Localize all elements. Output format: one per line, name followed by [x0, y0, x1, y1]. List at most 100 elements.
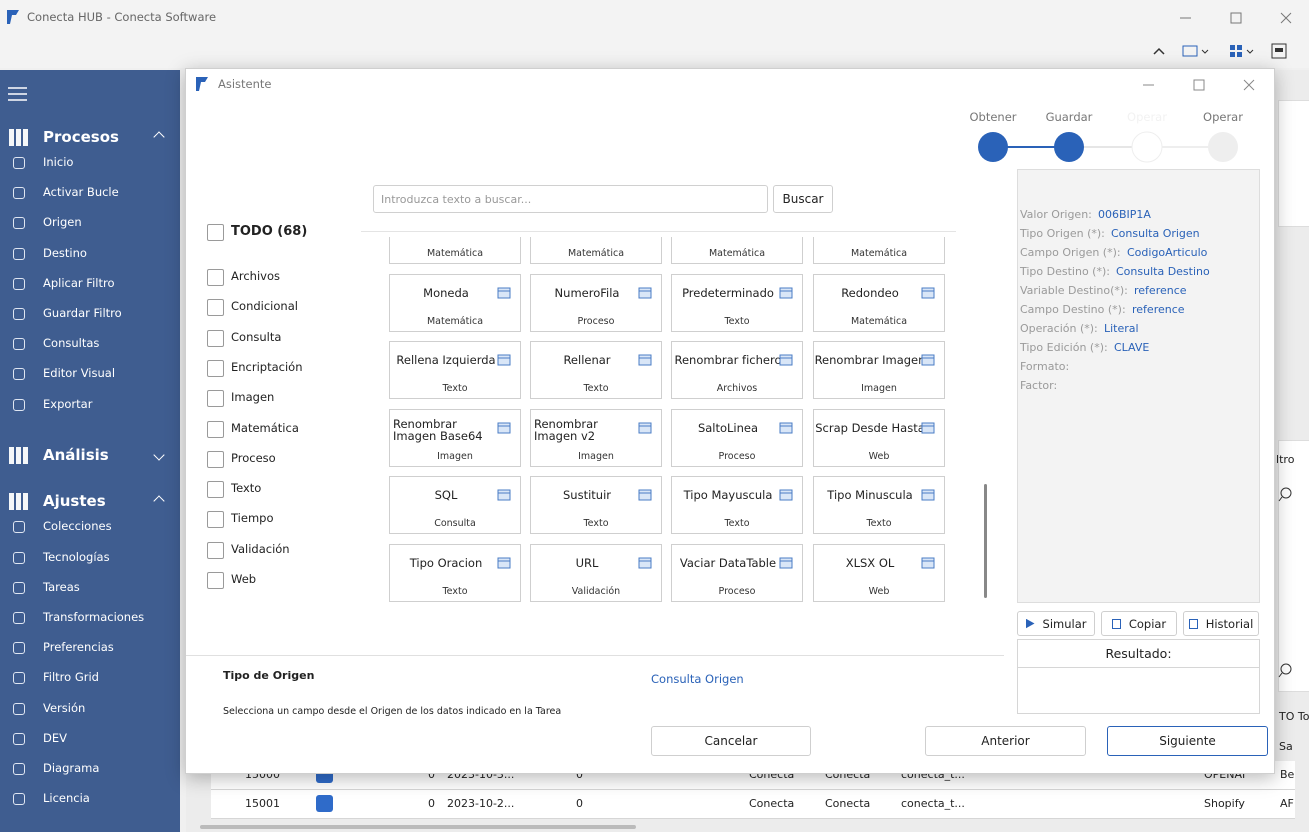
action-button[interactable]: Anterior: [925, 726, 1086, 756]
function-card[interactable]: Predeterminado Texto: [671, 273, 803, 332]
checkbox[interactable]: [207, 450, 224, 468]
menu-item[interactable]: Aplicar Filtro: [43, 275, 115, 290]
filter-category[interactable]: Encriptación: [231, 359, 303, 374]
function-card[interactable]: Tipo Minuscula Texto: [813, 476, 945, 534]
function-card[interactable]: Renombrar Imagen Base64 Imagen: [389, 408, 521, 467]
menu-item[interactable]: Tareas: [43, 579, 80, 594]
menu-item[interactable]: Consultas: [43, 336, 100, 351]
bg-cell: Conecta: [825, 797, 871, 810]
checkbox[interactable]: [207, 511, 224, 529]
function-card[interactable]: Renombrar fichero Archivos: [671, 341, 803, 399]
function-card[interactable]: Tipo Oracion Texto: [389, 543, 521, 602]
item-icon: [13, 247, 25, 260]
checkbox[interactable]: [207, 269, 224, 286]
function-card[interactable]: Rellenar Texto: [530, 341, 662, 399]
search-button[interactable]: Buscar: [773, 185, 833, 213]
filter-category[interactable]: Condicional: [231, 299, 298, 314]
card-category: Texto: [583, 383, 609, 394]
function-card[interactable]: SaltoLinea Proceso: [671, 408, 803, 467]
menu-item[interactable]: Activar Bucle: [43, 185, 119, 200]
filter-category[interactable]: Web: [231, 572, 257, 586]
checkbox[interactable]: [207, 299, 224, 317]
filter-all[interactable]: TODO (68): [231, 224, 308, 239]
menu-item[interactable]: Editor Visual: [43, 366, 116, 381]
menu-toggle[interactable]: [8, 87, 28, 101]
function-card[interactable]: Rellena Izquierda Texto: [389, 341, 521, 399]
section-chevron[interactable]: [153, 495, 165, 507]
card-icon: [497, 422, 511, 433]
grid-scrollbar[interactable]: [984, 484, 987, 598]
dialog-controls[interactable]: [1136, 75, 1266, 95]
function-card[interactable]: Vaciar DataTable Proceso: [671, 543, 803, 602]
bg-scrollbar[interactable]: [200, 825, 636, 829]
menu-item[interactable]: Destino: [43, 245, 87, 260]
menu-item[interactable]: Transformaciones: [43, 609, 145, 624]
menu-item[interactable]: Colecciones: [43, 519, 112, 534]
filter-category[interactable]: Tiempo: [231, 511, 274, 526]
function-card[interactable]: Redondeo Matemática: [813, 273, 945, 332]
function-card[interactable]: Tipo Mayuscula Texto: [671, 476, 803, 534]
function-card[interactable]: Renombrar Imagen v2 Imagen: [530, 408, 662, 467]
menu-item[interactable]: Filtro Grid: [43, 670, 99, 685]
footer-label: Tipo de Origen: [223, 669, 315, 682]
bg-search-icon[interactable]: [1278, 661, 1298, 681]
tool-button[interactable]: Copiar: [1101, 611, 1177, 636]
menu-item[interactable]: Inicio: [43, 155, 74, 169]
section-chevron[interactable]: [153, 449, 165, 461]
filter-category[interactable]: Validación: [231, 541, 290, 556]
function-card[interactable]: Matemática: [671, 237, 803, 264]
search-input[interactable]: Introduzca texto a buscar...: [373, 185, 768, 213]
checkbox[interactable]: [207, 329, 224, 347]
section-title[interactable]: Análisis: [43, 446, 109, 465]
function-card[interactable]: Matemática: [530, 237, 662, 264]
checkbox[interactable]: [207, 481, 224, 499]
action-button[interactable]: Siguiente: [1107, 726, 1268, 756]
menu-item[interactable]: Preferencias: [43, 640, 114, 655]
detail-label: Variable Destino(*):: [1020, 284, 1128, 297]
window-controls[interactable]: [1170, 8, 1300, 28]
item-icon: [13, 732, 25, 745]
filter-category[interactable]: Proceso: [231, 450, 276, 465]
dialog-title: Asistente: [218, 77, 272, 91]
filter-category[interactable]: Matemática: [231, 420, 299, 435]
checkbox[interactable]: [207, 390, 224, 408]
function-card[interactable]: SQL Consulta: [389, 476, 521, 534]
function-card[interactable]: XLSX OL Web: [813, 543, 945, 602]
step-label: Operar: [1127, 110, 1167, 124]
checkbox[interactable]: [207, 420, 224, 438]
menu-item[interactable]: Licencia: [43, 791, 90, 806]
section-chevron[interactable]: [153, 131, 165, 143]
function-card[interactable]: Scrap Desde Hasta Web: [813, 408, 945, 467]
checkbox[interactable]: [207, 541, 224, 559]
bg-search-icon[interactable]: [1278, 485, 1298, 505]
bg-label: TO To: [1279, 710, 1309, 723]
function-card[interactable]: Renombrar Imagen Imagen: [813, 341, 945, 399]
menu-item[interactable]: Origen: [43, 215, 82, 230]
menu-item[interactable]: Diagrama: [43, 760, 100, 775]
function-card[interactable]: Moneda Matemática: [389, 273, 521, 332]
menu-item[interactable]: Exportar: [43, 396, 93, 411]
function-card[interactable]: NumeroFila Proceso: [530, 273, 662, 332]
function-card[interactable]: Sustituir Texto: [530, 476, 662, 534]
section-title[interactable]: Ajustes: [43, 492, 106, 511]
function-card[interactable]: URL Validación: [530, 543, 662, 602]
action-button[interactable]: Cancelar: [651, 726, 811, 756]
function-card[interactable]: Matemática: [813, 237, 945, 264]
tool-button[interactable]: Historial: [1183, 611, 1259, 636]
filter-category[interactable]: Imagen: [231, 390, 275, 405]
checkbox[interactable]: [207, 359, 224, 377]
checkbox[interactable]: [207, 224, 224, 241]
menu-item[interactable]: Guardar Filtro: [43, 306, 122, 320]
section-title[interactable]: Procesos: [43, 128, 119, 146]
menu-item[interactable]: Tecnologías: [43, 549, 110, 564]
card-category: Texto: [866, 518, 892, 529]
menu-item[interactable]: Versión: [43, 700, 86, 715]
filter-category[interactable]: Archivos: [231, 269, 280, 283]
checkbox[interactable]: [207, 572, 224, 589]
tool-button[interactable]: Simular: [1017, 611, 1095, 636]
function-card[interactable]: Matemática: [389, 237, 521, 264]
filter-category[interactable]: Consulta: [231, 329, 282, 344]
filter-category[interactable]: Texto: [231, 481, 262, 496]
menu-item[interactable]: DEV: [43, 730, 67, 745]
toolbar-icons[interactable]: [1150, 42, 1300, 60]
